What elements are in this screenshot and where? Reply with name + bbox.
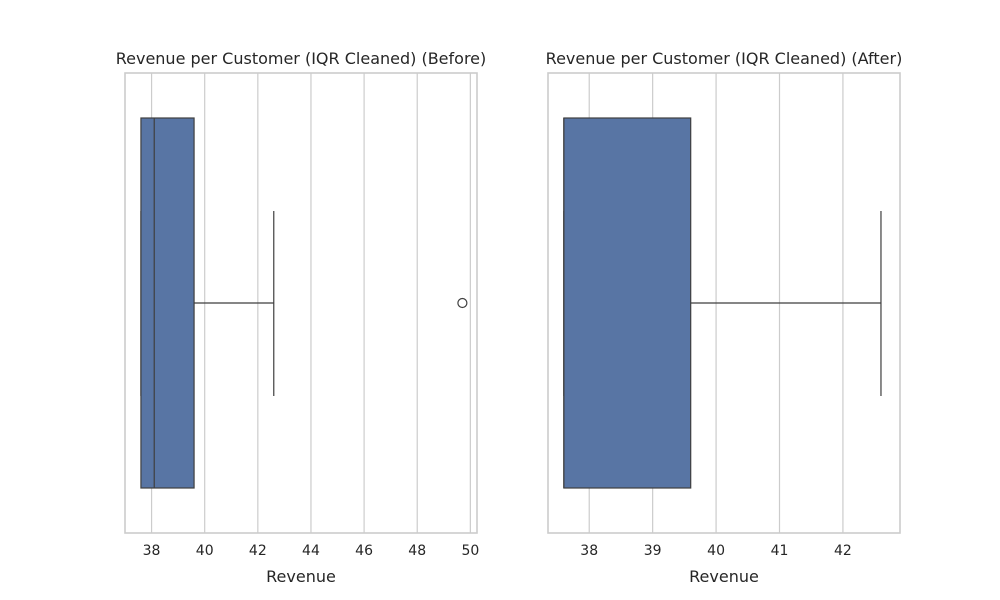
x-tick-label: 40: [196, 543, 214, 559]
x-tick-label: 39: [644, 543, 662, 559]
chart-title: Revenue per Customer (IQR Cleaned) (Befo…: [116, 49, 487, 68]
x-tick-label: 42: [834, 543, 852, 559]
box-iqr: [563, 117, 692, 489]
x-tick-label: 46: [355, 543, 373, 559]
x-tick-label: 42: [249, 543, 267, 559]
x-tick-label: 40: [707, 543, 725, 559]
x-tick-label: 44: [302, 543, 320, 559]
box-iqr: [140, 117, 195, 489]
chart-panel-before: Revenue per Customer (IQR Cleaned) (Befo…: [116, 49, 487, 586]
outlier-point: [457, 297, 468, 309]
plot-frame: [124, 72, 478, 534]
x-tick-label: 38: [580, 543, 598, 559]
x-tick-label: 48: [408, 543, 426, 559]
x-tick-label: 50: [461, 543, 479, 559]
chart-panel-after: Revenue per Customer (IQR Cleaned) (Afte…: [546, 49, 903, 586]
plot-frame: [547, 72, 901, 534]
x-tick-label: 41: [771, 543, 789, 559]
x-tick-label: 38: [143, 543, 161, 559]
chart-title: Revenue per Customer (IQR Cleaned) (Afte…: [546, 49, 903, 68]
x-axis-label: Revenue: [689, 567, 759, 586]
x-axis-label: Revenue: [266, 567, 336, 586]
